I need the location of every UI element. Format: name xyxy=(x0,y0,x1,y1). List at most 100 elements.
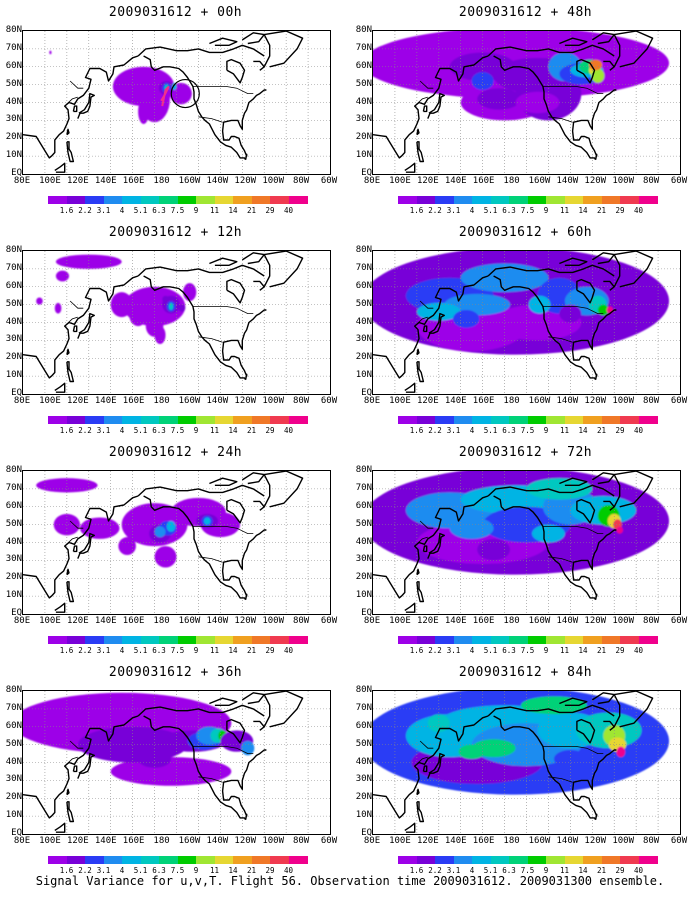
panel-title: 2009031612 + 60h xyxy=(458,225,593,240)
lon-tick-label: 140W xyxy=(206,616,229,626)
country-border xyxy=(414,96,428,107)
lon-tick-label: 80W xyxy=(642,396,660,406)
lon-tick-label: 140W xyxy=(556,176,579,186)
lon-tick-label: 80W xyxy=(292,396,310,406)
lon-tick-label: 180 xyxy=(503,396,520,406)
colorbar-swatch xyxy=(527,416,547,424)
colorbar-label: 5.1 xyxy=(133,646,148,655)
coastline xyxy=(66,801,75,823)
colorbar-swatch xyxy=(583,416,602,424)
coastline xyxy=(253,500,265,511)
lat-tick-label: 50N xyxy=(5,298,22,309)
lon-tick-label: 140E xyxy=(94,836,117,846)
colorbar-swatch xyxy=(620,416,639,424)
lon-tick-label: 120W xyxy=(234,176,257,186)
colorbar-swatch xyxy=(251,196,271,204)
lat-tick-label: 30N xyxy=(5,774,22,785)
colorbar-label: 40 xyxy=(283,206,294,215)
lat-tick-label: 10N xyxy=(5,370,22,381)
country-border xyxy=(192,86,254,94)
map-panel: 2009031612 + 72h 80N 70N 60N 50N 40N 30N 20N 10N… xyxy=(350,445,695,665)
lon-tick-label: 80E xyxy=(13,836,31,846)
colorbar-swatch xyxy=(288,856,308,864)
coastline xyxy=(422,765,428,773)
lat-tick-label: 20N xyxy=(355,572,372,583)
country-border xyxy=(542,86,604,94)
lat-tick-label: 50N xyxy=(355,298,372,309)
coastline xyxy=(253,60,265,71)
colorbar-label: 11 xyxy=(559,426,570,435)
colorbar-swatch xyxy=(620,196,639,204)
country-border xyxy=(419,80,434,89)
lon-axis: 80E 100E 120E 140E 160E 180 160W 140W 120W 100W 80… xyxy=(14,176,337,188)
country-border xyxy=(548,776,573,783)
colorbar-label: 6.3 xyxy=(152,866,166,875)
lon-tick-label: 180 xyxy=(503,176,520,186)
country-border xyxy=(192,306,254,314)
coastline xyxy=(416,361,425,383)
colorbar-swatch xyxy=(564,196,584,204)
lat-tick-label: EQ xyxy=(361,828,372,838)
colorbar-label: 9 xyxy=(543,866,549,875)
variance-field xyxy=(373,31,680,174)
colorbar-label: 7.5 xyxy=(170,206,185,215)
map-panel: 2009031612 + 84h 80N 70N 60N 50N 40N 30N 20N 10N… xyxy=(350,665,695,885)
coastline xyxy=(143,715,247,821)
colorbar-swatch xyxy=(490,416,510,424)
colorbar-label: 3.1 xyxy=(96,206,111,215)
colorbar-swatch xyxy=(435,416,454,424)
colorbar-swatch xyxy=(472,196,491,204)
lon-tick-label: 100E xyxy=(389,836,411,846)
colorbar-swatch xyxy=(177,856,197,864)
lon-tick-label: 60W xyxy=(320,836,338,846)
lon-tick-label: 160E xyxy=(472,396,495,406)
colorbar-swatch xyxy=(527,636,547,644)
colorbar: 1.6 2.2 3.1 4 5.1 6.3 7.5 9 11 14 21 29 40 xyxy=(48,416,308,438)
lat-tick-label: 10N xyxy=(355,150,372,161)
lat-tick-label: 30N xyxy=(355,114,372,125)
coastline xyxy=(487,44,615,57)
coastline xyxy=(66,581,75,603)
coastline xyxy=(226,718,246,744)
lat-tick-label: 70N xyxy=(5,702,22,713)
lon-tick-label: 120E xyxy=(66,616,89,626)
lat-tick-label: 20N xyxy=(5,132,22,143)
colorbar-label: 7.5 xyxy=(520,646,535,655)
colorbar-swatch xyxy=(509,856,528,864)
lon-tick-label: 160W xyxy=(178,396,201,406)
colorbar-swatch xyxy=(140,636,160,644)
variance-field xyxy=(373,471,680,614)
variance-contour xyxy=(36,478,98,493)
coastline xyxy=(404,382,416,393)
lon-tick-label: 140W xyxy=(206,836,229,846)
colorbar: 1.6 2.2 3.1 4 5.1 6.3 7.5 9 11 14 21 29 40 xyxy=(48,636,308,658)
lat-tick-label: 10N xyxy=(355,590,372,601)
lat-tick-label: 70N xyxy=(5,42,22,53)
lon-tick-label: 80E xyxy=(363,836,381,846)
map-area xyxy=(372,30,681,175)
lat-tick-label: 40N xyxy=(355,536,372,547)
lat-tick-label: 40N xyxy=(355,756,372,767)
colorbar-swatch xyxy=(546,856,565,864)
lon-tick-label: 120W xyxy=(234,836,257,846)
lat-tick-label: 30N xyxy=(355,334,372,345)
colorbar-label: 9 xyxy=(193,646,199,655)
coastline xyxy=(487,704,615,717)
lat-tick-label: EQ xyxy=(11,168,22,178)
lat-tick-label: 30N xyxy=(355,554,372,565)
coastline xyxy=(427,92,446,119)
lon-tick-label: 100W xyxy=(262,396,285,406)
lon-tick-label: 100W xyxy=(262,616,285,626)
variance-contour xyxy=(178,304,186,312)
coastline xyxy=(23,715,139,819)
colorbar-label: 2.2 xyxy=(428,646,442,655)
coastline xyxy=(416,128,420,136)
colorbar-swatch xyxy=(527,196,547,204)
coastline xyxy=(221,89,267,160)
panel-title: 2009031612 + 12h xyxy=(108,225,243,240)
lat-tick-label: 60N xyxy=(355,280,372,291)
colorbar-swatch xyxy=(453,196,473,204)
colorbar-swatch xyxy=(177,196,197,204)
colorbar-label: 1.6 xyxy=(59,866,74,875)
colorbar-swatch xyxy=(251,636,271,644)
